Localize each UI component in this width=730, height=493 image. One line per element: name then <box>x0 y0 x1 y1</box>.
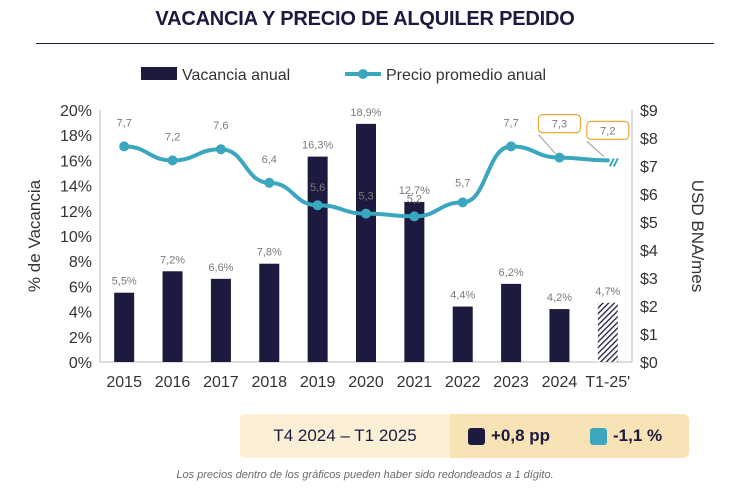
y-axis-title-right: USD BNA/mes <box>688 180 707 292</box>
vacancy-bar-label: 6,6% <box>208 262 233 274</box>
x-tick-label: 2016 <box>155 374 191 391</box>
price-marker <box>506 141 517 152</box>
price-label: 7,7 <box>117 117 132 129</box>
y-tick-left: 8% <box>69 254 92 271</box>
y-tick-right: $7 <box>640 159 658 176</box>
price-label: 7,3 <box>552 119 567 131</box>
price-marker <box>361 208 371 219</box>
price-label: 5,2 <box>407 193 422 205</box>
y-axis-title-left: % de Vacancia <box>25 179 44 292</box>
y-tick-left: 20% <box>60 103 92 120</box>
price-marker-projection <box>608 157 619 167</box>
vacancy-bar-label: 4,2% <box>547 292 572 304</box>
vacancy-bar-label: 7,2% <box>160 254 185 266</box>
price-marker <box>264 177 275 188</box>
y-tick-left: 12% <box>60 204 92 221</box>
price-label: 5,7 <box>455 177 470 189</box>
x-tick-label: 2020 <box>348 374 384 391</box>
chart-title: VACANCIA Y PRECIO DE ALQUILER PEDIDO <box>155 8 575 30</box>
vacancy-bar <box>452 306 473 362</box>
price-change-value: -1,1 % <box>613 426 663 445</box>
y-tick-right: $8 <box>640 131 658 148</box>
y-tick-right: $0 <box>640 355 658 372</box>
vacancy-bar-label: 4,4% <box>450 290 475 302</box>
x-tick-label: 2015 <box>106 374 142 391</box>
summary-period: T4 2024 – T1 2025 <box>240 414 450 458</box>
y-tick-right: $1 <box>640 327 658 344</box>
price-label: 7,7 <box>503 117 518 129</box>
price-label-box <box>586 120 630 141</box>
x-tick-label: 2017 <box>203 374 239 391</box>
vacancy-change: +0,8 pp <box>468 426 550 446</box>
price-marker <box>119 141 130 152</box>
price-label-leader <box>538 134 556 154</box>
price-label: 7,6 <box>213 120 228 132</box>
title-divider <box>36 43 714 44</box>
price-label: 5,3 <box>358 191 373 203</box>
y-tick-right: $3 <box>640 271 658 288</box>
y-tick-left: 10% <box>60 229 92 246</box>
legend-bar-swatch <box>141 67 177 80</box>
price-swatch-icon <box>590 427 607 445</box>
y-tick-left: 2% <box>69 330 92 347</box>
price-label: 7,2 <box>165 131 180 143</box>
legend-label-price: Precio promedio anual <box>386 67 546 84</box>
vacancy-bar <box>210 278 231 362</box>
vacancy-bar <box>501 283 522 362</box>
legend-line-marker <box>358 69 368 79</box>
y-tick-left: 14% <box>60 179 92 196</box>
y-tick-left: 4% <box>69 305 92 322</box>
vacancy-bar <box>404 201 425 362</box>
price-label: 5,6 <box>310 182 325 194</box>
y-tick-right: $2 <box>640 299 658 316</box>
vacancy-bar <box>307 156 328 362</box>
y-tick-right: $9 <box>640 103 658 120</box>
price-marker <box>409 211 420 222</box>
vacancy-bar-label: 5,5% <box>112 276 137 288</box>
y-tick-right: $5 <box>640 215 658 232</box>
y-tick-left: 16% <box>60 153 92 170</box>
vacancy-bar-label: 7,8% <box>257 247 282 259</box>
vacancy-bar-label: 12,7% <box>399 185 430 197</box>
x-tick-label: 2021 <box>397 374 433 391</box>
price-label-box <box>537 113 582 134</box>
legend-label-vacancy: Vacancia anual <box>182 67 290 84</box>
y-tick-left: 0% <box>69 355 92 372</box>
y-tick-right: $4 <box>640 243 658 260</box>
y-tick-left: 18% <box>60 128 92 145</box>
price-label: 7,2 <box>600 125 615 137</box>
x-tick-label: T1-25' <box>585 374 630 391</box>
x-tick-label: 2018 <box>251 374 287 391</box>
price-marker <box>167 155 178 166</box>
y-tick-left: 6% <box>69 279 92 296</box>
vacancy-bar-label: 18,9% <box>350 107 381 119</box>
vacancy-bar <box>549 309 570 362</box>
y-tick-right: $6 <box>640 187 658 204</box>
price-marker <box>312 200 323 211</box>
x-tick-label: 2023 <box>493 374 529 391</box>
vacancy-bar <box>259 263 280 362</box>
price-marker <box>554 152 565 163</box>
price-label-leader <box>586 141 605 157</box>
price-marker <box>457 197 468 208</box>
x-tick-label: 2024 <box>542 374 578 391</box>
vacancy-bar-label: 16,3% <box>302 140 333 152</box>
chart-svg: Vacancia anual Precio promedio anual 0% 2%… <box>25 67 707 391</box>
vacancy-bar <box>597 302 618 362</box>
x-tick-label: 2022 <box>445 374 481 391</box>
x-tick-label: 2019 <box>300 374 336 391</box>
vacancy-bar <box>356 123 376 362</box>
vacancy-change-value: +0,8 pp <box>491 426 551 445</box>
vacancy-bar-label: 4,7% <box>595 286 620 298</box>
footnote: Los precios dentro de los gráficos puede… <box>176 469 554 481</box>
price-change: -1,1 % <box>590 426 662 446</box>
summary-box: T4 2024 – T1 2025 +0,8 pp -1,1 % <box>240 414 689 458</box>
price-label: 6,4 <box>262 154 277 166</box>
vacancy-bar-label: 6,2% <box>499 267 524 279</box>
vacancy-swatch-icon <box>468 427 485 445</box>
vacancy-bar <box>162 271 183 362</box>
vacancy-bar <box>114 292 135 362</box>
price-marker <box>215 144 226 155</box>
